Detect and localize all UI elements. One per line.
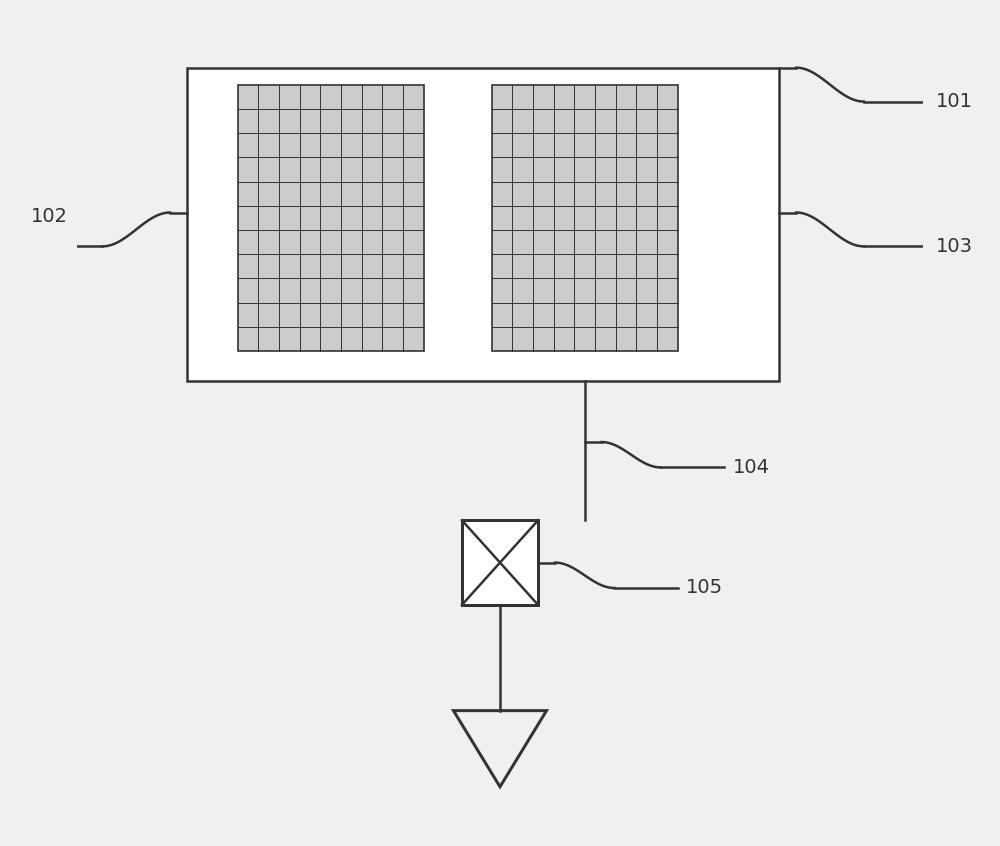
Bar <box>187 68 779 381</box>
Bar <box>462 520 538 605</box>
Text: 103: 103 <box>936 237 973 255</box>
Text: 104: 104 <box>733 458 770 477</box>
Text: 101: 101 <box>936 92 973 111</box>
Text: 102: 102 <box>30 207 67 226</box>
Bar <box>492 85 678 351</box>
Bar <box>238 85 424 351</box>
Text: 105: 105 <box>686 579 723 597</box>
